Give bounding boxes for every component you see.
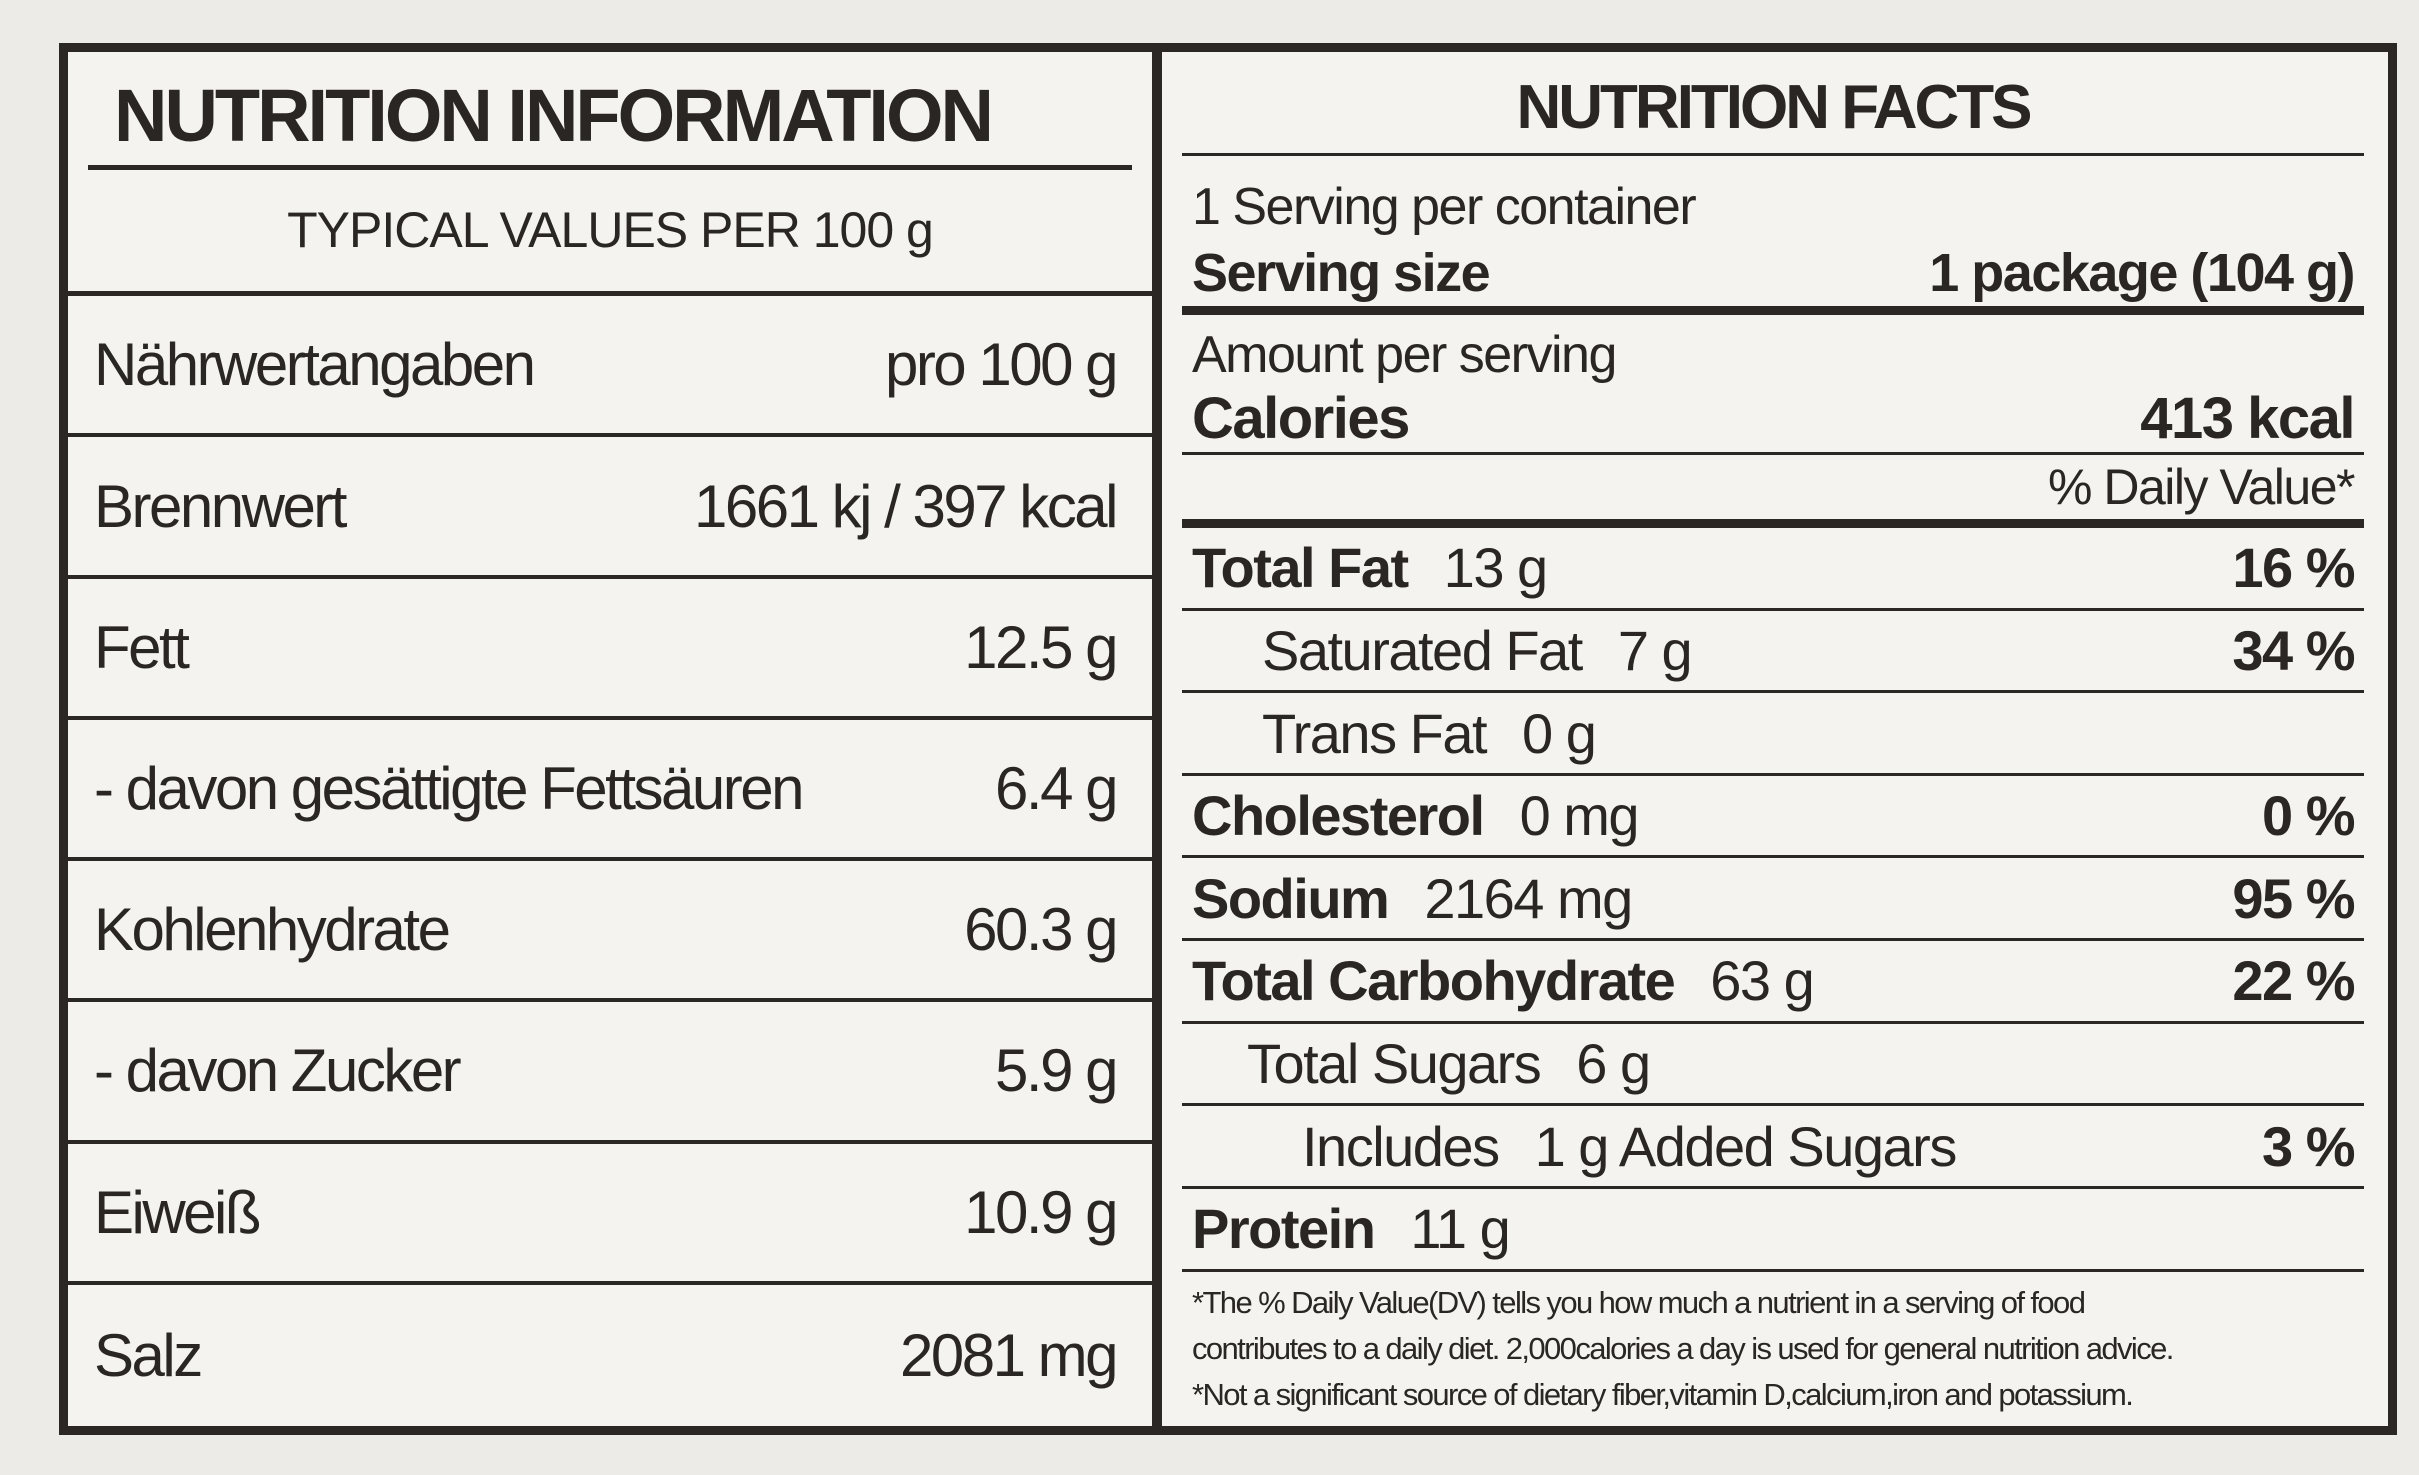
nutrient-label: Salz <box>94 1321 203 1389</box>
calories-label: Calories <box>1192 386 1410 452</box>
nutrient-amount: 6 g <box>1576 1032 1651 1095</box>
nutrient-value: 2081 mg <box>900 1321 1119 1389</box>
nutrient-name: Sodium <box>1192 866 1390 930</box>
nutrient-name: Cholesterol <box>1192 784 1485 848</box>
nutrient-row: Total Carbohydrate 63 g 22 % <box>1182 941 2364 1024</box>
servings: 1 Serving per container <box>1192 178 1697 237</box>
left-row: Salz 2081 mg <box>68 1285 1152 1426</box>
nutrient-row: Trans Fat 0 g <box>1182 693 2364 776</box>
left-row: Fett 12.5 g <box>68 579 1152 720</box>
serving-size: 1 package (104 g) <box>1929 243 2355 304</box>
nutrient-amount: 11 g <box>1410 1197 1510 1261</box>
footnotes: *The % Daily Value(DV) tells you how muc… <box>1182 1272 2364 1426</box>
nutrient-name: Trans Fat <box>1262 701 1488 765</box>
daily-value: 34 % <box>2232 618 2355 682</box>
left-row: - davon Zucker 5.9 g <box>68 1002 1152 1144</box>
daily-value-header: % Daily Value* <box>1182 455 2364 529</box>
nutrient-row: Total Sugars 6 g <box>1182 1024 2364 1107</box>
nutrition-facts-table: NUTRITION FACTS 1 Serving per container … <box>1157 43 2397 1435</box>
left-subtitle: TYPICAL VALUES PER 100 g <box>68 170 1152 297</box>
nutrient-amount: 0 mg <box>1519 784 1640 848</box>
serving-block: 1 Serving per container Serving size 1 p… <box>1182 156 2364 316</box>
nutrient-name: Total Fat <box>1192 536 1409 600</box>
nutrient-value: 10.9 g <box>964 1178 1118 1246</box>
nutrient-value: 6.4 g <box>995 754 1118 822</box>
nutrient-label: - davon Zucker <box>94 1037 462 1105</box>
nutrient-value: pro 100 g <box>884 331 1119 399</box>
nutrient-name: Total Sugars <box>1247 1032 1542 1095</box>
nutrient-value: 12.5 g <box>964 613 1118 681</box>
nutrient-name: Saturated Fat <box>1262 618 1583 682</box>
left-row: Nährwertangaben pro 100 g <box>68 296 1152 438</box>
nutrient-label: Brennwert <box>94 472 347 540</box>
nutrient-row: Includes 1 g Added Sugars 3 % <box>1182 1106 2364 1189</box>
nutrient-value: 5.9 g <box>995 1037 1118 1105</box>
footnote: *Not a significant source of dietary fib… <box>1192 1376 2134 1412</box>
daily-value: 16 % <box>2232 536 2355 600</box>
nutrient-amount: 7 g <box>1617 618 1693 682</box>
nutrient-name: Protein <box>1192 1197 1376 1261</box>
nutrient-row: Cholesterol 0 mg 0 % <box>1182 776 2364 859</box>
nutrient-amount: 2164 mg <box>1424 866 1633 930</box>
footnote: *The % Daily Value(DV) tells you how muc… <box>1192 1284 2086 1320</box>
nutrient-name: Includes <box>1302 1114 1500 1178</box>
calories-block: Amount per serving Calories 413 kcal <box>1182 315 2364 456</box>
daily-value: 22 % <box>2232 949 2355 1013</box>
nutrient-amount: 13 g <box>1443 536 1549 600</box>
nutrient-label: Eiweiß <box>94 1178 262 1246</box>
nutrient-label: Nährwertangaben <box>94 331 536 399</box>
nutrient-row: Total Fat 13 g 16 % <box>1182 528 2364 611</box>
serving-size-label: Serving size <box>1192 243 1491 304</box>
nutrition-information-table: NUTRITION INFORMATION TYPICAL VALUES PER… <box>59 43 1157 1435</box>
footnote: contributes to a daily diet. 2,000calori… <box>1192 1330 2174 1366</box>
daily-value: 0 % <box>2262 784 2356 848</box>
left-title: NUTRITION INFORMATION <box>88 52 1132 170</box>
nutrient-value: 1661 kj / 397 kcal <box>694 472 1118 540</box>
daily-value: 95 % <box>2232 866 2355 930</box>
nutrient-label: Fett <box>94 613 190 681</box>
left-row: - davon gesättigte Fettsäuren 6.4 g <box>68 720 1152 862</box>
nutrient-row: Protein 11 g <box>1182 1189 2364 1272</box>
right-title: NUTRITION FACTS <box>1182 52 2364 157</box>
calories: 413 kcal <box>2140 386 2355 452</box>
calories-row: Calories 413 kcal <box>1192 386 2355 452</box>
nutrient-name: Total Carbohydrate <box>1192 949 1676 1013</box>
left-row: Kohlenhydrate 60.3 g <box>68 861 1152 1003</box>
left-row: Eiweiß 10.9 g <box>68 1144 1152 1285</box>
daily-value: 3 % <box>2262 1114 2356 1178</box>
amount-per-serving: Amount per serving <box>1192 326 1617 385</box>
nutrient-label: - davon gesättigte Fettsäuren <box>94 754 804 822</box>
nutrient-label: Kohlenhydrate <box>94 896 451 964</box>
nutrient-amount: 0 g <box>1522 701 1597 765</box>
left-row: Brennwert 1661 kj / 397 kcal <box>68 437 1152 579</box>
serving-size-row: Serving size 1 package (104 g) <box>1192 240 2364 306</box>
nutrient-amount: 1 g Added Sugars <box>1534 1114 1958 1178</box>
nutrient-row: Saturated Fat 7 g 34 % <box>1182 611 2364 694</box>
nutrient-amount: 63 g <box>1710 949 1815 1013</box>
nutrient-row: Sodium 2164 mg 95 % <box>1182 858 2364 942</box>
nutrient-value: 60.3 g <box>964 896 1118 964</box>
